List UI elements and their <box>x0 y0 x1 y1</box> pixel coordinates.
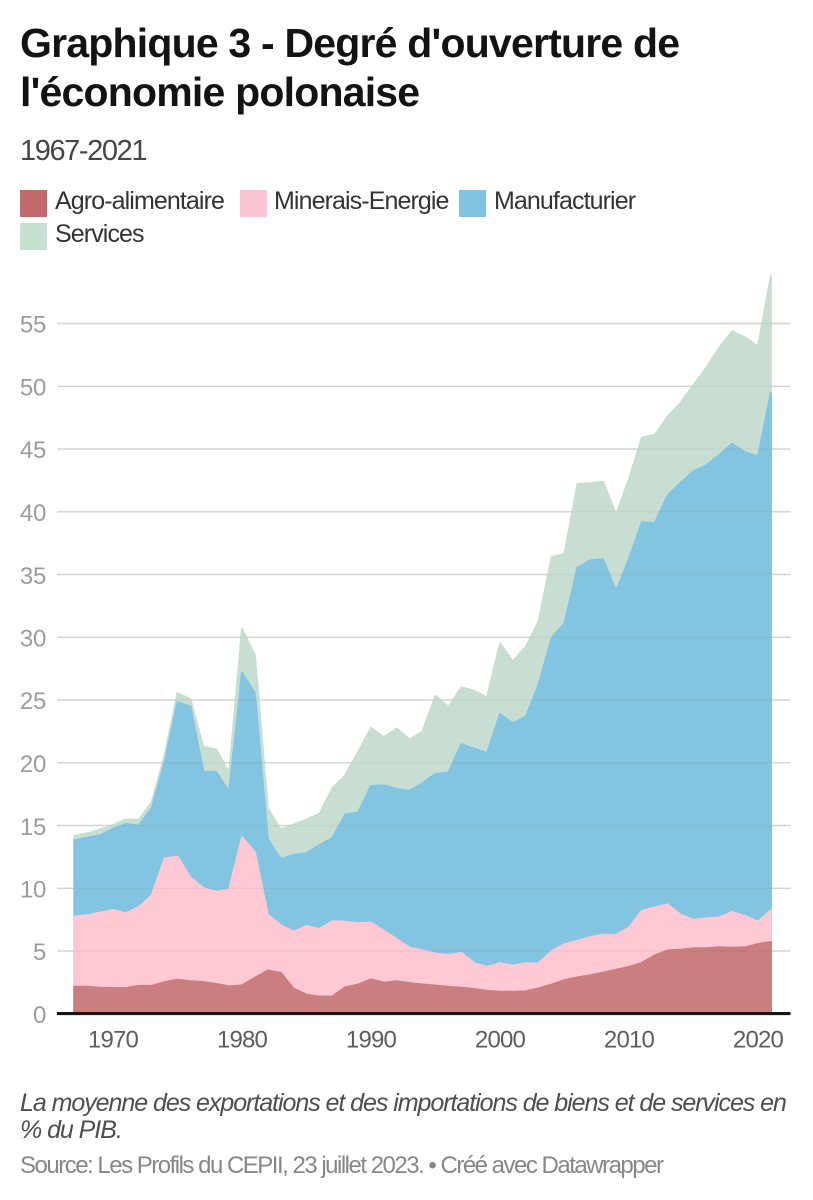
svg-text:40: 40 <box>20 500 46 527</box>
svg-text:50: 50 <box>20 375 46 402</box>
svg-text:5: 5 <box>33 939 46 966</box>
svg-text:0: 0 <box>33 1002 46 1029</box>
svg-text:25: 25 <box>20 688 46 715</box>
svg-text:35: 35 <box>20 563 46 590</box>
svg-text:2010: 2010 <box>604 1027 655 1054</box>
svg-text:2020: 2020 <box>733 1027 784 1054</box>
svg-text:30: 30 <box>20 626 46 653</box>
svg-text:1980: 1980 <box>217 1027 268 1054</box>
svg-text:45: 45 <box>20 437 46 464</box>
svg-text:15: 15 <box>20 814 46 841</box>
svg-text:1990: 1990 <box>346 1027 397 1054</box>
svg-text:2000: 2000 <box>475 1027 526 1054</box>
svg-text:1970: 1970 <box>88 1027 139 1054</box>
svg-text:55: 55 <box>20 312 46 339</box>
svg-text:10: 10 <box>20 877 46 904</box>
svg-text:20: 20 <box>20 751 46 778</box>
